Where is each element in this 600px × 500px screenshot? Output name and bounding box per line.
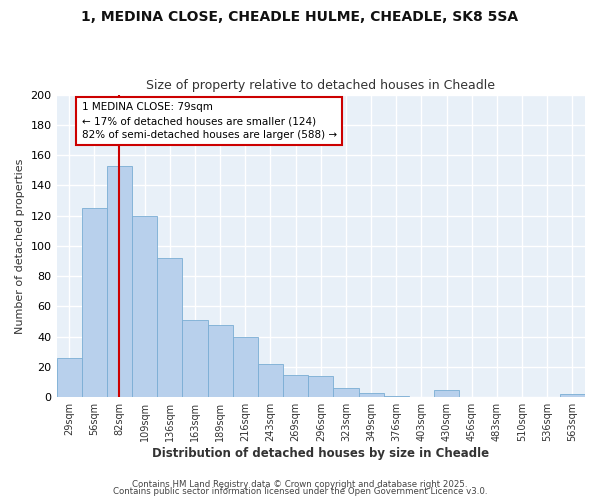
Bar (82, 208, 107, 398)
Bar (208, 324, 233, 398)
Bar (308, 376, 334, 398)
Bar (334, 388, 359, 398)
Bar (182, 320, 208, 398)
Bar (233, 337, 258, 398)
Text: Contains public sector information licensed under the Open Government Licence v3: Contains public sector information licen… (113, 488, 487, 496)
Bar (107, 166, 132, 398)
Title: Size of property relative to detached houses in Cheadle: Size of property relative to detached ho… (146, 79, 495, 92)
Text: Contains HM Land Registry data © Crown copyright and database right 2025.: Contains HM Land Registry data © Crown c… (132, 480, 468, 489)
X-axis label: Distribution of detached houses by size in Cheadle: Distribution of detached houses by size … (152, 447, 490, 460)
Bar (157, 258, 182, 398)
Bar (383, 396, 409, 398)
Bar (560, 394, 585, 398)
Text: 1 MEDINA CLOSE: 79sqm
← 17% of detached houses are smaller (124)
82% of semi-det: 1 MEDINA CLOSE: 79sqm ← 17% of detached … (82, 102, 337, 140)
Bar (56, 358, 82, 398)
Text: 1, MEDINA CLOSE, CHEADLE HULME, CHEADLE, SK8 5SA: 1, MEDINA CLOSE, CHEADLE HULME, CHEADLE,… (82, 10, 518, 24)
Bar (258, 364, 283, 398)
Bar (359, 393, 383, 398)
Y-axis label: Number of detached properties: Number of detached properties (15, 158, 25, 334)
Bar (434, 390, 459, 398)
Bar (132, 216, 157, 398)
Bar (283, 374, 308, 398)
